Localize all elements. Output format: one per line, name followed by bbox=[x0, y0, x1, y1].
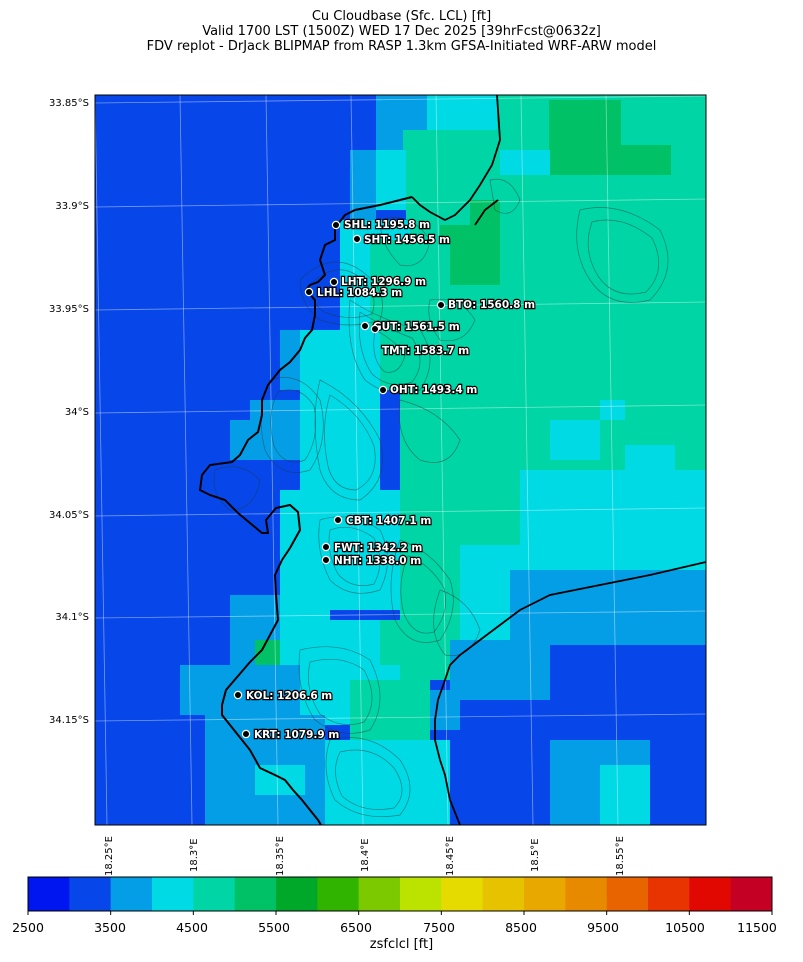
boundary-line bbox=[411, 95, 706, 825]
colorbar-tick-label: 4500 bbox=[176, 920, 208, 935]
colorbar-segment bbox=[317, 877, 360, 911]
colorbar-tick-label: 11500 bbox=[737, 920, 777, 935]
station-label: GUT: 1561.5 m bbox=[373, 321, 460, 333]
colorbar-tick-label: 3500 bbox=[94, 920, 126, 935]
lat-label: 33.95°S bbox=[49, 304, 89, 315]
lat-label: 34.05°S bbox=[49, 510, 89, 521]
station-label: SHT: 1456.5 m bbox=[364, 234, 450, 246]
station-marker bbox=[233, 690, 243, 700]
colorbar-segment bbox=[276, 877, 318, 911]
colorbar-segment bbox=[358, 877, 401, 911]
lat-label: 34.1°S bbox=[55, 612, 89, 623]
cloudbase-field bbox=[180, 95, 706, 825]
colorbar-segment bbox=[689, 877, 732, 911]
lon-label: 18.3°E bbox=[189, 838, 200, 872]
lon-label: 18.4°E bbox=[360, 838, 371, 872]
station-label: LHL: 1084.3 m bbox=[317, 287, 402, 299]
station-marker bbox=[304, 287, 314, 297]
station-label: BTO: 1560.8 m bbox=[448, 299, 535, 311]
lon-label: 18.25°E bbox=[104, 836, 115, 876]
lat-label: 34°S bbox=[64, 407, 89, 418]
lon-label: 18.5°E bbox=[530, 838, 541, 872]
colorbar-segment bbox=[234, 877, 277, 911]
colorbar-segment bbox=[648, 877, 690, 911]
station-marker bbox=[370, 324, 380, 334]
colorbar-segment bbox=[28, 877, 70, 911]
station-label: KRT: 1079.9 m bbox=[254, 729, 339, 741]
colorbar-segment bbox=[565, 877, 608, 911]
station-marker bbox=[352, 234, 362, 244]
lon-label: 18.35°E bbox=[275, 836, 286, 876]
station-label: OHT: 1493.4 m bbox=[390, 384, 477, 396]
station-label: SHL: 1195.8 m bbox=[344, 219, 430, 231]
station-marker bbox=[321, 555, 331, 565]
station-label: FWT: 1342.2 m bbox=[334, 542, 422, 554]
lat-label: 34.15°S bbox=[49, 715, 89, 726]
lon-label: 18.55°E bbox=[615, 836, 626, 876]
graticule bbox=[95, 95, 706, 825]
colorbar-segment bbox=[524, 877, 566, 911]
colorbar bbox=[27, 876, 773, 915]
station-marker bbox=[241, 729, 251, 739]
station-label: TMT: 1583.7 m bbox=[382, 345, 469, 357]
title-line-1: Cu Cloudbase (Sfc. LCL) [ft] bbox=[311, 9, 492, 24]
colorbar-segment bbox=[482, 877, 525, 911]
title-line-2: Valid 1700 LST (1500Z) WED 17 Dec 2025 [… bbox=[202, 24, 601, 39]
colorbar-tick-label: 2500 bbox=[12, 920, 44, 935]
map-panel: SHL: 1195.8 m SHT: 1456.5 m LHT: 1296.9 mL… bbox=[95, 95, 706, 825]
station-marker bbox=[378, 385, 388, 395]
station-label: NHT: 1338.0 m bbox=[334, 555, 421, 567]
colorbar-tick-label: 10500 bbox=[665, 920, 705, 935]
colorbar-tick-label: 6500 bbox=[340, 920, 372, 935]
title-line-3: FDV replot - DrJack BLIPMAP from RASP 1.… bbox=[146, 39, 657, 54]
colorbar-segment bbox=[606, 877, 649, 911]
colorbar-segment bbox=[441, 877, 484, 911]
coastline bbox=[198, 196, 413, 825]
colorbar-segment bbox=[193, 877, 236, 911]
map-frame bbox=[94, 94, 707, 826]
station-label: KOL: 1206.6 m bbox=[246, 690, 332, 702]
station-marker bbox=[329, 277, 339, 287]
lat-label: 33.85°S bbox=[49, 98, 89, 109]
stations-layer: SHL: 1195.8 m SHT: 1456.5 m LHT: 1296.9 mL… bbox=[233, 218, 536, 742]
colorbar-frame bbox=[27, 876, 773, 912]
station-label: CBT: 1407.1 m bbox=[346, 515, 431, 527]
colorbar-segment bbox=[110, 877, 153, 911]
colorbar-tick-label: 9500 bbox=[587, 920, 619, 935]
colorbar-segment bbox=[400, 877, 442, 911]
lon-label: 18.45°E bbox=[445, 836, 456, 876]
lat-label: 33.9°S bbox=[55, 201, 89, 212]
colorbar-tick-label: 5500 bbox=[258, 920, 290, 935]
colorbar-segment bbox=[730, 877, 773, 911]
station-marker bbox=[333, 515, 343, 525]
colorbar-segment bbox=[152, 877, 194, 911]
station-marker bbox=[321, 542, 331, 552]
station-marker bbox=[331, 220, 341, 230]
station-marker bbox=[436, 300, 446, 310]
terrain-contours bbox=[213, 178, 669, 818]
station-marker bbox=[360, 321, 370, 331]
colorbar-segment bbox=[69, 877, 112, 911]
colorbar-tick-label: 7500 bbox=[423, 920, 455, 935]
station-label: LHT: 1296.9 m bbox=[341, 276, 426, 288]
colorbar-unit-label: zsfclcl [ft] bbox=[369, 937, 434, 952]
colorbar-tick-label: 8500 bbox=[505, 920, 537, 935]
